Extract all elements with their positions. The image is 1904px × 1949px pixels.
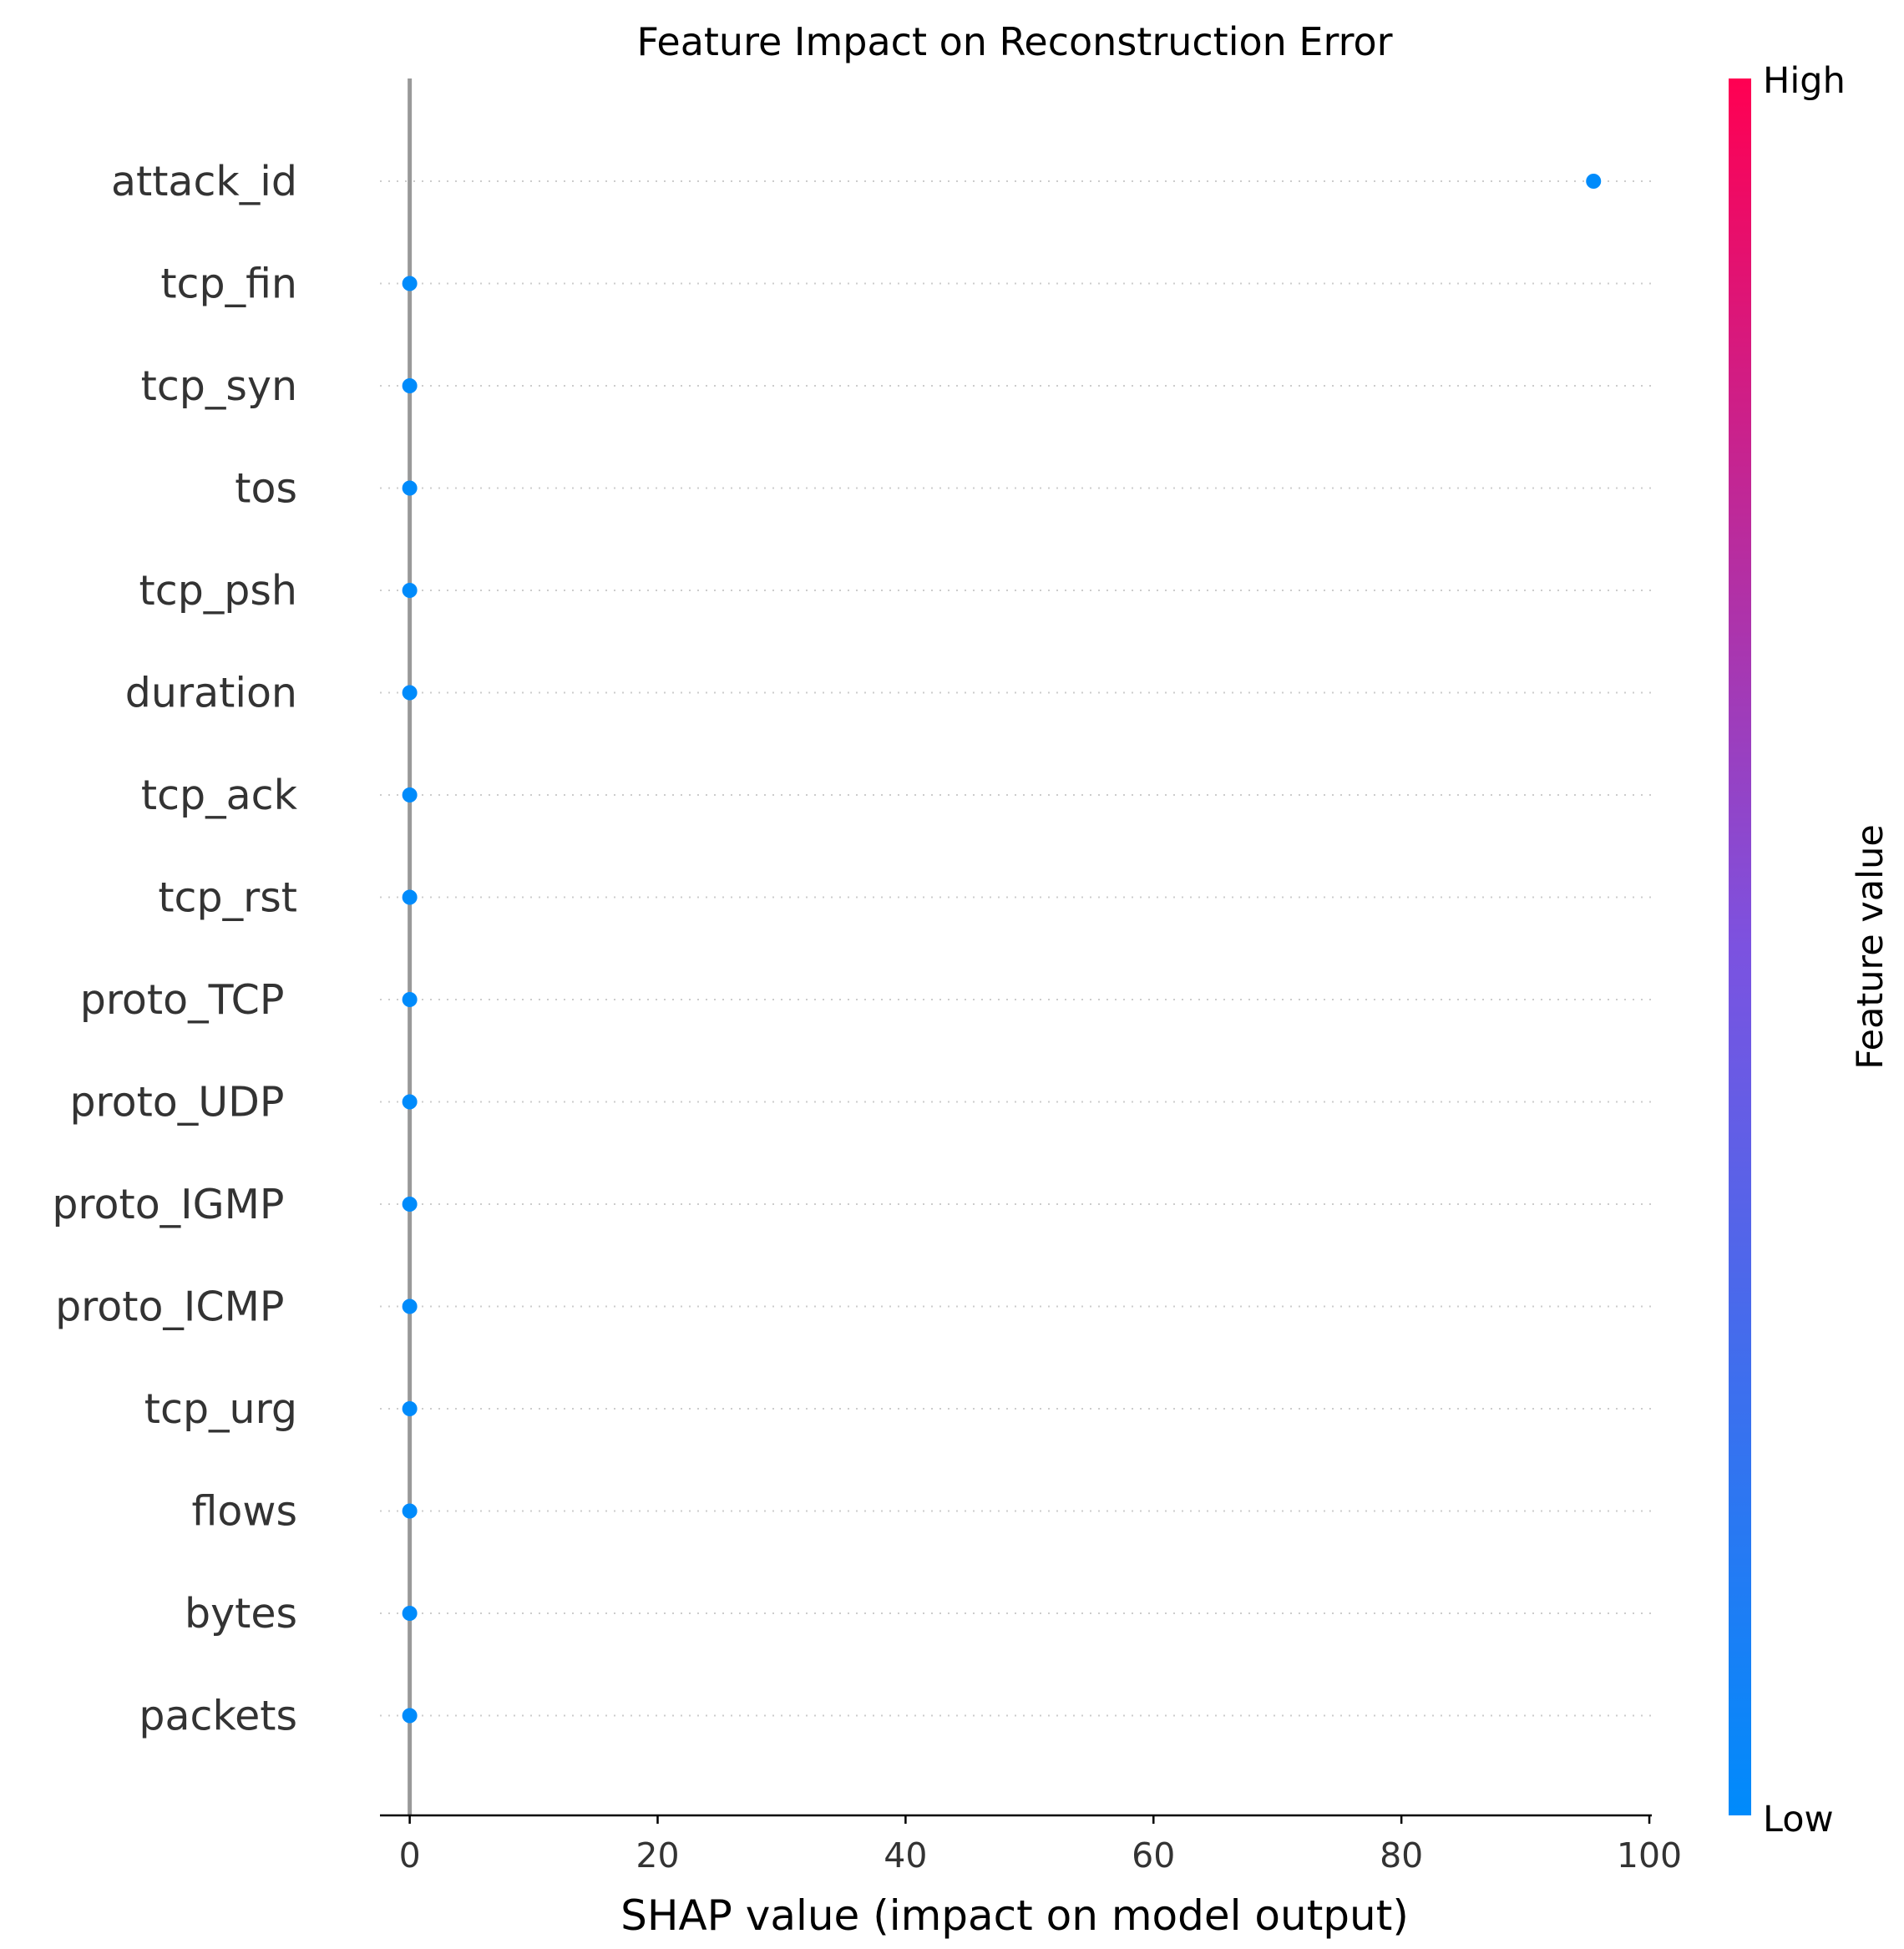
- feature-label: bytes: [185, 1590, 297, 1638]
- feature-label: duration: [125, 670, 297, 717]
- shap-point: [402, 889, 418, 905]
- feature-label: tcp_syn: [141, 362, 297, 410]
- x-tick-label: 60: [1132, 1835, 1175, 1876]
- feature-label: proto_TCP: [80, 976, 297, 1024]
- shap-point: [402, 1606, 418, 1621]
- colorbar-label: Feature value: [1850, 824, 1891, 1070]
- feature-label: attack_id: [111, 158, 297, 205]
- feature-label: proto_IGMP: [52, 1181, 297, 1228]
- shap-point: [402, 1197, 418, 1212]
- shap-point: [402, 685, 418, 701]
- feature-label: proto_ICMP: [55, 1283, 297, 1331]
- shap-point: [402, 1503, 418, 1519]
- shap-point: [402, 992, 418, 1007]
- feature-label: packets: [139, 1693, 297, 1740]
- x-tick-label: 20: [636, 1835, 679, 1876]
- colorbar: [1729, 78, 1751, 1815]
- feature-label: tos: [235, 465, 297, 513]
- x-tick-label: 0: [399, 1835, 421, 1876]
- shap-point: [402, 378, 418, 393]
- x-axis: 0 20 40 60 80 100: [380, 1814, 1682, 1876]
- chart-title: Feature Impact on Reconstruction Error: [636, 19, 1392, 64]
- feature-label: tcp_fin: [160, 261, 297, 308]
- shap-point: [402, 480, 418, 496]
- feature-label: tcp_rst: [158, 874, 297, 922]
- shap-point: [402, 583, 418, 598]
- feature-label: tcp_urg: [144, 1385, 297, 1433]
- shap-point: [402, 1298, 418, 1314]
- colorbar-low-label: Low: [1763, 1799, 1834, 1840]
- feature-label: tcp_ack: [141, 772, 298, 819]
- x-tick-label: 80: [1380, 1835, 1423, 1876]
- shap-point: [402, 1094, 418, 1110]
- feature-label: proto_UDP: [69, 1079, 297, 1126]
- shap-point: [402, 787, 418, 802]
- x-tick-label: 40: [884, 1835, 927, 1876]
- shap-point: [402, 276, 418, 291]
- feature-label: tcp_psh: [139, 567, 297, 615]
- colorbar-high-label: High: [1763, 60, 1846, 102]
- shap-point: [402, 1708, 418, 1724]
- feature-label: flows: [192, 1488, 297, 1536]
- shap-point: [402, 1401, 418, 1416]
- x-tick-label: 100: [1617, 1835, 1682, 1876]
- x-axis-label: SHAP value (impact on model output): [620, 1891, 1409, 1940]
- shap-point: [1586, 174, 1602, 189]
